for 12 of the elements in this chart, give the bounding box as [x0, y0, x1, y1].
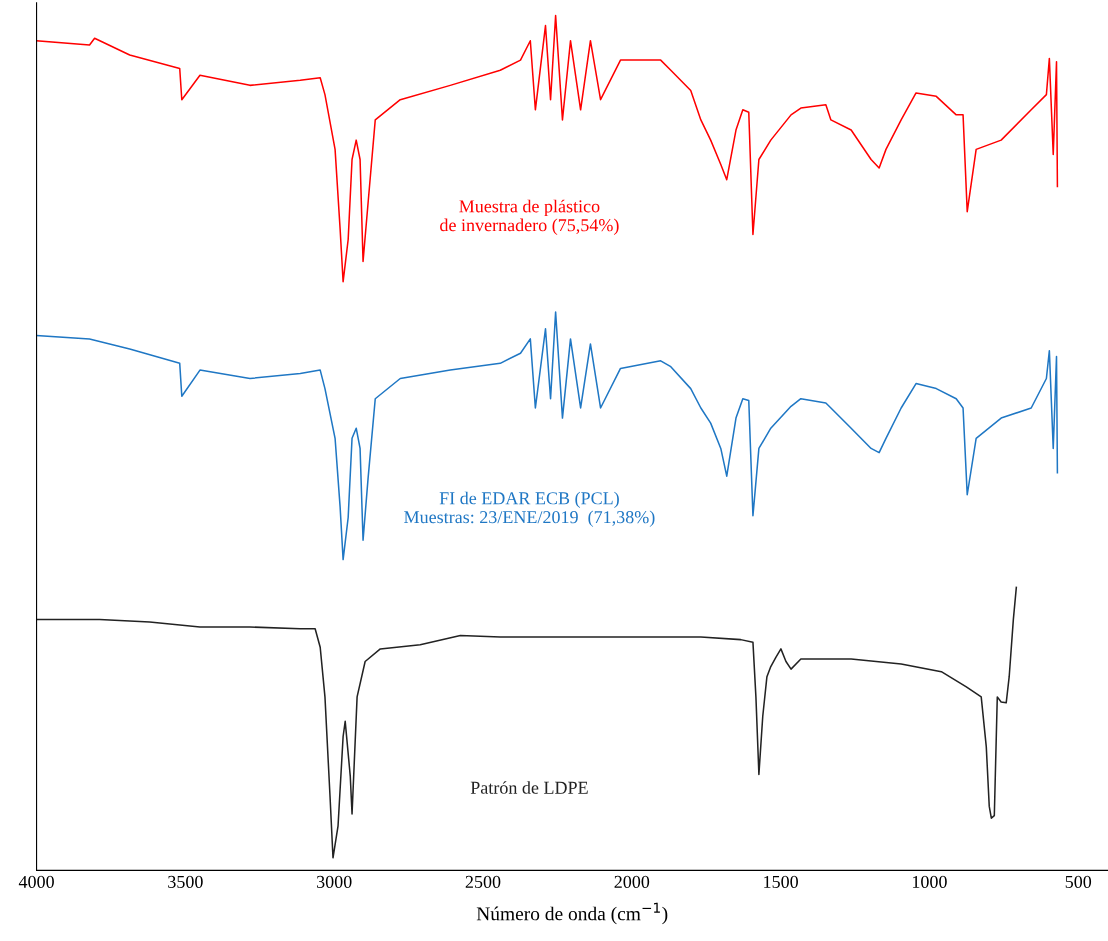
x-tick-label: 2500 — [465, 875, 501, 888]
x-axis-title: Número de onda (cm$^{−1}$) — [476, 902, 668, 925]
text: Patrón de LDPE — [470, 781, 588, 794]
x-tick-label: 1500 — [764, 875, 798, 888]
text: Muestra de plástico de invernadero (75,54%) — [440, 199, 619, 235]
x-tick-label: 1000 — [912, 875, 947, 888]
x-tick-label: 3000 — [316, 875, 352, 888]
x-tick-label: 2000 — [614, 875, 650, 888]
x-tick-label: 3500 — [168, 875, 203, 888]
text: FI de EDAR ECB (PCL) Muestras: 23/ENE/2019 (71,38%) — [404, 491, 655, 527]
x-tick-label: 4000 — [18, 875, 54, 888]
x-tick-label: 500 — [1065, 875, 1092, 888]
